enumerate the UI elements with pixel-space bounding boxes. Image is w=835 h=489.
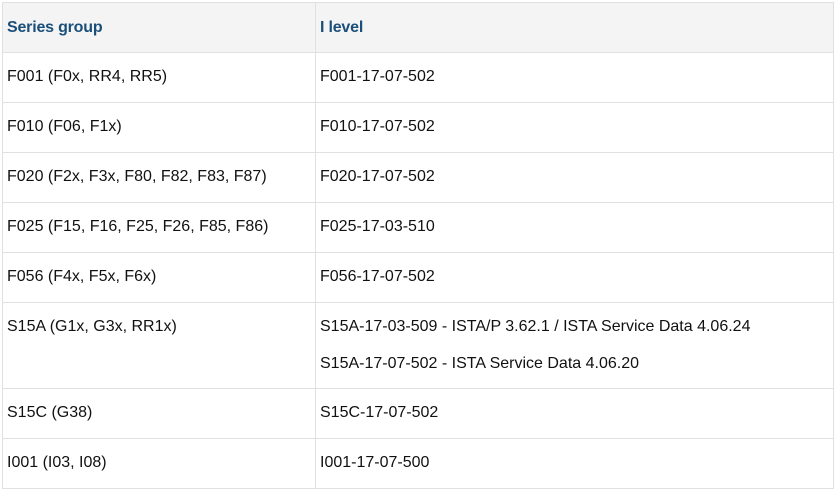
table-header-row: Series group I level [2, 2, 834, 53]
series-group-cell: F025 (F15, F16, F25, F26, F85, F86) [2, 202, 316, 253]
table-row: F020 (F2x, F3x, F80, F82, F83, F87) F020… [2, 152, 834, 203]
i-level-cell: F010-17-07-502 [315, 102, 834, 153]
i-level-cell: F001-17-07-502 [315, 52, 834, 103]
i-level-cell: S15C-17-07-502 [315, 388, 834, 439]
i-level-cell: S15A-17-03-509 - ISTA/P 3.62.1 / ISTA Se… [315, 302, 834, 389]
i-level-text: F020-17-07-502 [320, 168, 435, 185]
table-row: F056 (F4x, F5x, F6x) F056-17-07-502 [2, 252, 834, 303]
series-group-cell: S15C (G38) [2, 388, 316, 439]
series-group-text: F010 (F06, F1x) [7, 118, 122, 135]
table-row: S15A (G1x, G3x, RR1x) S15A-17-03-509 - I… [2, 302, 834, 389]
i-level-cell: F056-17-07-502 [315, 252, 834, 303]
series-group-cell: S15A (G1x, G3x, RR1x) [2, 302, 316, 389]
header-series-group: Series group [2, 2, 316, 53]
series-group-text: F025 (F15, F16, F25, F26, F85, F86) [7, 218, 269, 235]
series-group-cell: F001 (F0x, RR4, RR5) [2, 52, 316, 103]
i-level-cell: I001-17-07-500 [315, 438, 834, 489]
table-row: S15C (G38) S15C-17-07-502 [2, 388, 834, 439]
series-group-cell: F056 (F4x, F5x, F6x) [2, 252, 316, 303]
i-level-text: S15C-17-07-502 [320, 404, 439, 421]
i-level-text: F001-17-07-502 [320, 68, 435, 85]
table-row: F010 (F06, F1x) F010-17-07-502 [2, 102, 834, 153]
series-group-text: S15A (G1x, G3x, RR1x) [7, 318, 177, 335]
series-group-text: F020 (F2x, F3x, F80, F82, F83, F87) [7, 168, 267, 185]
series-group-text: I001 (I03, I08) [7, 454, 107, 471]
series-group-cell: I001 (I03, I08) [2, 438, 316, 489]
series-group-cell: F010 (F06, F1x) [2, 102, 316, 153]
table-row: I001 (I03, I08) I001-17-07-500 [2, 438, 834, 489]
i-level-text: F010-17-07-502 [320, 118, 435, 135]
i-level-cell: F020-17-07-502 [315, 152, 834, 203]
i-level-text: I001-17-07-500 [320, 454, 430, 471]
i-level-cell: F025-17-03-510 [315, 202, 834, 253]
i-level-text: F056-17-07-502 [320, 268, 435, 285]
table-row: F025 (F15, F16, F25, F26, F85, F86) F025… [2, 202, 834, 253]
series-group-text: S15C (G38) [7, 404, 93, 421]
i-level-text: S15A-17-07-502 - ISTA Service Data 4.06.… [320, 355, 639, 372]
series-group-text: F056 (F4x, F5x, F6x) [7, 268, 157, 285]
series-group-cell: F020 (F2x, F3x, F80, F82, F83, F87) [2, 152, 316, 203]
header-i-level: I level [315, 2, 834, 53]
i-level-text: F025-17-03-510 [320, 218, 435, 235]
i-level-text: S15A-17-03-509 - ISTA/P 3.62.1 / ISTA Se… [320, 318, 751, 335]
series-group-text: F001 (F0x, RR4, RR5) [7, 68, 168, 85]
table-row: F001 (F0x, RR4, RR5) F001-17-07-502 [2, 52, 834, 103]
